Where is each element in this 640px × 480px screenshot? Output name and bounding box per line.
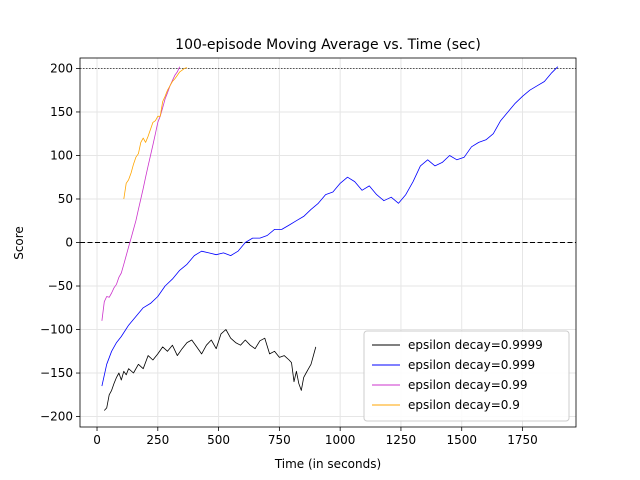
y-tick-label: 200	[50, 61, 73, 75]
y-tick-label: 50	[58, 192, 73, 206]
y-tick-label: −150	[40, 366, 73, 380]
x-axis-ticks: 0 250 500 750 1000 1250 1500 1750	[93, 427, 538, 447]
x-tick-label: 750	[268, 433, 291, 447]
y-tick-label: −100	[40, 323, 73, 337]
x-tick-label: 0	[93, 433, 101, 447]
legend-label: epsilon decay=0.9	[408, 398, 520, 412]
x-tick-label: 250	[146, 433, 169, 447]
y-tick-label: 150	[50, 105, 73, 119]
x-tick-label: 1250	[386, 433, 417, 447]
series-layer	[101, 66, 559, 411]
legend: epsilon decay=0.9999 epsilon decay=0.999 e…	[363, 330, 570, 422]
legend-label: epsilon decay=0.9999	[408, 338, 543, 352]
legend-label: epsilon decay=0.999	[408, 358, 535, 372]
y-tick-label: −50	[48, 279, 73, 293]
y-tick-label: 0	[65, 236, 73, 250]
series-line-2	[101, 66, 559, 387]
y-tick-label: −200	[40, 410, 73, 424]
legend-label: epsilon decay=0.99	[408, 378, 528, 392]
x-tick-label: 500	[207, 433, 230, 447]
y-tick-label: 100	[50, 148, 73, 162]
y-axis-ticks: −200 −150 −100 −50 0 50 100 150 200	[40, 61, 80, 424]
y-axis-label: Score	[12, 226, 26, 260]
series-line-3	[101, 66, 181, 321]
x-tick-label: 1750	[507, 433, 538, 447]
x-axis-label: Time (in seconds)	[274, 457, 381, 471]
x-tick-label: 1000	[325, 433, 356, 447]
series-line-4	[123, 67, 188, 200]
x-tick-label: 1500	[446, 433, 477, 447]
series-line-1	[104, 329, 317, 411]
legend-box	[363, 330, 570, 422]
reference-lines	[80, 68, 576, 244]
chart-title: 100-episode Moving Average vs. Time (sec…	[175, 37, 481, 53]
